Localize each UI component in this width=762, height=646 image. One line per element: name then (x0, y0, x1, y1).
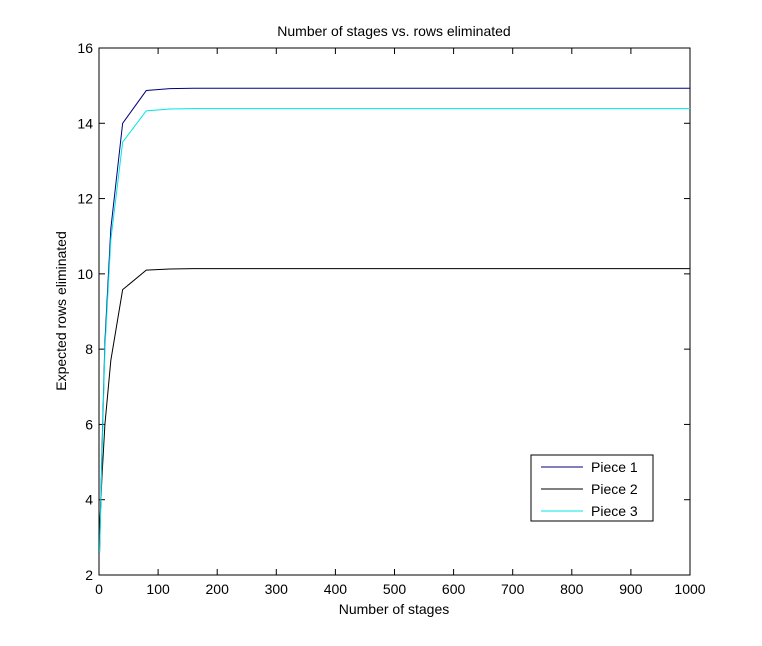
axis-ticks: 0 100 200 300 400 500 600 700 800 900 1000 2 4 6 8 10 12… (77, 40, 705, 597)
x-tick-label: 0 (95, 581, 103, 597)
x-axis-label: Number of stages (339, 601, 450, 617)
x-tick-label: 300 (265, 581, 289, 597)
y-tick-label: 6 (85, 416, 93, 432)
y-tick-label: 14 (77, 115, 93, 131)
legend-label-2: Piece 2 (591, 481, 638, 497)
chart-title: Number of stages vs. rows eliminated (277, 23, 510, 39)
y-axis-label: Expected rows eliminated (53, 231, 69, 391)
x-tick-label: 600 (442, 581, 466, 597)
series-line-3 (99, 108, 690, 553)
x-tick-label: 200 (206, 581, 230, 597)
x-tick-label: 400 (324, 581, 348, 597)
legend-box (530, 454, 654, 522)
x-tick-label: 800 (560, 581, 584, 597)
y-tick-label: 16 (77, 40, 93, 56)
series-line-2 (99, 268, 690, 530)
x-tick-label: 100 (146, 581, 170, 597)
legend: Piece 1 Piece 2 Piece 3 (530, 454, 654, 522)
y-tick-label: 12 (77, 191, 93, 207)
y-tick-label: 10 (77, 266, 93, 282)
series-line-1 (99, 87, 690, 553)
series-lines (99, 87, 690, 553)
legend-label-1: Piece 1 (591, 459, 638, 475)
legend-label-3: Piece 3 (591, 503, 638, 519)
x-tick-label: 900 (619, 581, 643, 597)
y-tick-label: 2 (85, 567, 93, 583)
x-tick-label: 1000 (674, 581, 705, 597)
y-tick-label: 8 (85, 341, 93, 357)
x-tick-label: 500 (383, 581, 407, 597)
y-tick-label: 4 (85, 492, 93, 508)
x-tick-label: 700 (501, 581, 525, 597)
